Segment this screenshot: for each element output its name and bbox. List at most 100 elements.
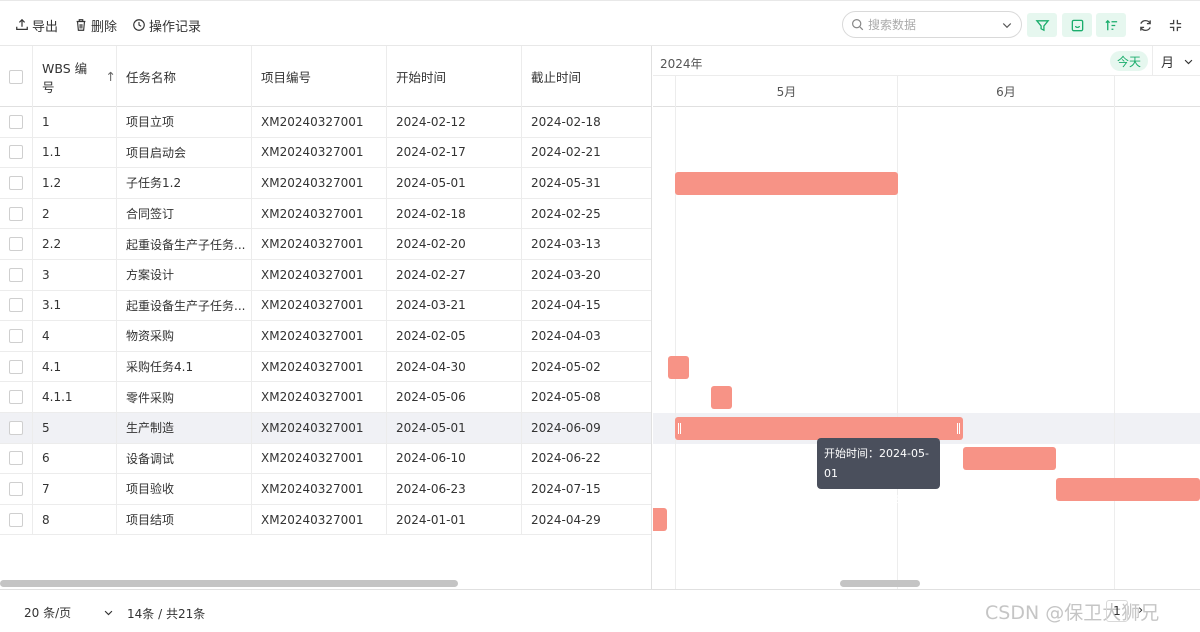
gantt-horizontal-scrollbar[interactable] (840, 580, 920, 587)
task-bar-4-1[interactable] (668, 356, 689, 379)
cell-project-no-text: XM20240327001 (261, 206, 364, 221)
table-row[interactable]: 1 项目立项 XM20240327001 2024-02-12 2024-02-18 (0, 107, 651, 138)
bar-tooltip: 开始时间：2024-05-01 结束时间：2024-06-09 (817, 438, 940, 526)
cell-project-no: XM20240327001 (252, 290, 387, 321)
table-row[interactable]: 1.2 子任务1.2 XM20240327001 2024-05-01 2024-05-… (0, 168, 651, 199)
filter-button[interactable] (1027, 13, 1057, 37)
row-checkbox[interactable] (9, 145, 23, 160)
grid-horizontal-scrollbar[interactable] (0, 580, 458, 587)
cell-wbs-text: 6 (42, 451, 50, 466)
cell-project-no-text: XM20240327001 (261, 512, 364, 527)
bar-resize-handle-left[interactable] (678, 423, 681, 434)
row-checkbox[interactable] (9, 481, 23, 496)
search-input[interactable] (868, 17, 1001, 32)
cell-project-no-text: XM20240327001 (261, 481, 364, 496)
column-header-start[interactable]: 开始时间 (387, 46, 522, 107)
page-number-current[interactable]: 1 (1106, 600, 1128, 622)
cell-task-name: 项目结项 (117, 504, 252, 535)
row-checkbox[interactable] (9, 114, 23, 129)
table-row[interactable]: 3.1 起重设备生产子任务... XM20240327001 2024-03-21 20… (0, 290, 651, 322)
select-all-checkbox[interactable] (9, 69, 23, 84)
cell-start-date: 2024-01-01 (387, 504, 522, 535)
cell-task-name: 物资采购 (117, 321, 252, 351)
table-row[interactable]: 6 设备调试 XM20240327001 2024-06-10 2024-06-22 (0, 443, 651, 475)
cell-end-date: 2024-05-02 (522, 352, 651, 382)
cell-start-date-text: 2024-01-01 (396, 512, 466, 527)
column-header-end[interactable]: 截止时间 (522, 46, 651, 107)
task-bar-4-1-1[interactable] (711, 386, 732, 409)
task-bar-1-2[interactable] (675, 172, 898, 195)
task-bar-7[interactable] (1056, 478, 1200, 501)
cell-wbs-text: 3.1 (42, 298, 62, 313)
table-row[interactable]: 2.2 起重设备生产子任务... XM20240327001 2024-02-20 20… (0, 229, 651, 260)
cell-project-no-text: XM20240327001 (261, 145, 364, 160)
cell-wbs: 3.1 (33, 290, 117, 321)
gantt-month-header: 5月 6月 (653, 76, 1200, 107)
time-scale-select[interactable]: 月 (1152, 46, 1200, 76)
task-bar-5[interactable] (675, 417, 963, 440)
operation-log-button[interactable]: 操作记录 (132, 15, 201, 35)
refresh-button[interactable] (1130, 13, 1160, 37)
table-row[interactable]: 3 方案设计 XM20240327001 2024-02-27 2024-03-20 (0, 259, 651, 291)
cell-project-no: XM20240327001 (252, 107, 387, 137)
collapse-button[interactable] (1160, 13, 1190, 37)
row-checkbox[interactable] (9, 512, 23, 527)
bar-resize-handle-right[interactable] (957, 423, 960, 434)
row-select-cell (0, 107, 33, 137)
delete-button[interactable]: 删除 (74, 15, 117, 35)
table-row[interactable]: 7 项目验收 XM20240327001 2024-06-23 2024-07-15 (0, 474, 651, 505)
row-checkbox[interactable] (9, 206, 23, 221)
page-size-select[interactable]: 20 条/页 (24, 604, 114, 621)
pagination-bar: 20 条/页 14条 / 共21条 CSDN @保卫大狮兄 1 › (0, 589, 1200, 632)
row-checkbox[interactable] (9, 420, 23, 435)
sort-asc-icon[interactable]: ↑ (105, 69, 116, 84)
table-row[interactable]: 1.1 项目启动会 XM20240327001 2024-02-17 2024-02-2… (0, 137, 651, 169)
cell-start-date-text: 2024-05-06 (396, 390, 466, 405)
table-row[interactable]: 2 合同签订 XM20240327001 2024-02-18 2024-02-25 (0, 198, 651, 230)
today-button[interactable]: 今天 (1110, 51, 1148, 71)
task-bar-6[interactable] (963, 447, 1056, 470)
search-box[interactable] (842, 11, 1022, 38)
cell-start-date: 2024-05-01 (387, 168, 522, 198)
row-checkbox[interactable] (9, 390, 23, 405)
export-button[interactable]: 导出 (15, 15, 58, 35)
cell-wbs-text: 1.1 (42, 145, 62, 160)
clock-icon (133, 19, 145, 31)
table-row[interactable]: 4.1 采购任务4.1 XM20240327001 2024-04-30 2024-05… (0, 351, 651, 383)
row-checkbox[interactable] (9, 451, 23, 466)
column-header-name[interactable]: 任务名称 (117, 46, 252, 107)
row-checkbox[interactable] (9, 298, 23, 313)
row-checkbox[interactable] (9, 328, 23, 343)
table-row[interactable]: 4.1.1 零件采购 XM20240327001 2024-05-06 2024-05-… (0, 382, 651, 413)
row-checkbox[interactable] (9, 237, 23, 252)
tooltip-start-value: 2024-05-01 (824, 447, 929, 480)
column-header-wbs[interactable]: WBS 编号 ↑ (33, 46, 117, 107)
cell-wbs-text: 4.1.1 (42, 390, 73, 405)
cell-project-no-text: XM20240327001 (261, 359, 364, 374)
table-row[interactable]: 8 项目结项 XM20240327001 2024-01-01 2024-04-29 (0, 504, 651, 536)
toolbar: 导出 删除 操作记录 (0, 1, 1200, 46)
chevron-down-icon[interactable] (1001, 19, 1013, 31)
cell-task-name-text: 方案设计 (126, 268, 175, 283)
cell-end-date: 2024-06-22 (522, 444, 651, 474)
column-header-project[interactable]: 项目编号 (252, 46, 387, 107)
cell-end-date: 2024-02-18 (522, 107, 651, 137)
cell-project-no: XM20240327001 (252, 259, 387, 290)
table-row[interactable]: 5 生产制造 XM20240327001 2024-05-01 2024-06-09 (0, 412, 651, 444)
row-checkbox[interactable] (9, 175, 23, 190)
row-checkbox[interactable] (9, 267, 23, 282)
cell-task-name-text: 项目启动会 (126, 145, 187, 160)
cell-project-no: XM20240327001 (252, 474, 387, 504)
cell-project-no-text: XM20240327001 (261, 451, 364, 466)
cell-start-date-text: 2024-03-21 (396, 298, 466, 313)
cell-wbs: 1.2 (33, 168, 117, 198)
row-select-cell (0, 474, 33, 504)
task-bar-8[interactable] (653, 508, 667, 531)
view-button[interactable] (1062, 13, 1092, 37)
chevron-right-icon[interactable]: › (1138, 603, 1144, 618)
table-row[interactable]: 4 物资采购 XM20240327001 2024-02-05 2024-04-03 (0, 321, 651, 352)
cell-start-date: 2024-06-10 (387, 443, 522, 474)
row-checkbox[interactable] (9, 359, 23, 374)
row-select-cell (0, 321, 33, 351)
sort-button[interactable] (1096, 13, 1126, 37)
